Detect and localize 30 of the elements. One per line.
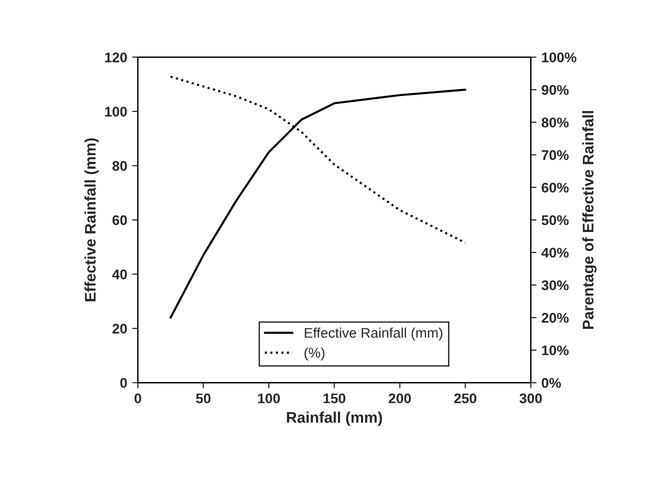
x-tick-label: 50 xyxy=(196,393,211,404)
legend-label: Effective Rainfall (mm) xyxy=(304,328,442,341)
y2-tick-label: 50% xyxy=(542,215,569,226)
x-axis-title: Rainfall (mm) xyxy=(286,412,382,426)
y2-tick-label: 30% xyxy=(542,280,569,290)
x-tick-label: 300 xyxy=(520,393,542,404)
y2-tick-label: 60% xyxy=(542,182,569,193)
legend-label: (%) xyxy=(304,347,324,360)
y2-tick-label: 10% xyxy=(542,345,569,356)
x-tick-label: 250 xyxy=(454,393,476,404)
y2-tick-label: 40% xyxy=(541,248,569,258)
y2-axis-title: Parentage of Effective Rainfall xyxy=(582,111,597,329)
y2-tick-label: 0% xyxy=(542,378,561,388)
y-tick-label: 120 xyxy=(105,52,127,62)
y-tick-label: 60 xyxy=(112,215,127,226)
y2-tick-label: 90% xyxy=(542,85,569,95)
y2-tick-label: 70% xyxy=(542,150,569,160)
y-tick-label: 40 xyxy=(112,270,127,280)
x-tick-label: 200 xyxy=(388,393,411,404)
y2-tick-label: 80% xyxy=(542,118,569,128)
x-tick-label: 100 xyxy=(258,393,280,404)
y-tick-label: 0 xyxy=(120,378,127,388)
y-tick-label: 100 xyxy=(105,106,127,117)
y2-tick-label: 100% xyxy=(542,52,576,62)
y-axis-title: Effective Rainfall (mm) xyxy=(84,138,99,302)
x-tick-label: 0 xyxy=(134,393,142,404)
x-tick-label: 150 xyxy=(324,393,346,404)
y-tick-label: 20 xyxy=(112,324,127,334)
y-tick-label: 80 xyxy=(112,161,127,171)
y2-tick-label: 20% xyxy=(542,312,569,323)
